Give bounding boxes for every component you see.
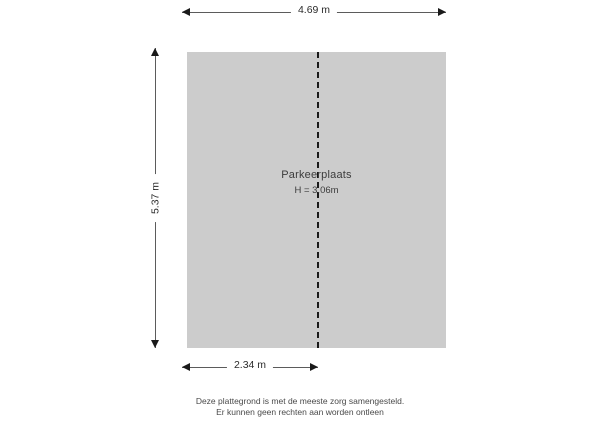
arrow-left-icon <box>182 363 190 371</box>
dimension-bottom-value: 2.34 m <box>226 359 274 372</box>
disclaimer-line-1: Deze plattegrond is met de meeste zorg s… <box>195 396 405 406</box>
arrow-right-icon <box>310 363 318 371</box>
arrow-up-icon <box>151 48 159 56</box>
arrow-left-icon <box>182 8 190 16</box>
dimension-left: 5.37 m <box>149 48 163 348</box>
dimension-top: 4.69 m <box>182 4 446 19</box>
dimension-bottom: 2.34 m <box>182 359 318 374</box>
room-divider-dashed-line <box>317 52 319 348</box>
dimension-top-value: 4.69 m <box>290 4 338 17</box>
dimension-left-value: 5.37 m <box>149 173 163 223</box>
room-parkeerplaats-shape <box>187 52 446 348</box>
arrow-down-icon <box>151 340 159 348</box>
disclaimer-note: Deze plattegrond is met de meeste zorg s… <box>0 396 600 418</box>
arrow-right-icon <box>438 8 446 16</box>
disclaimer-line-2: Er kunnen geen rechten aan worden ontlee… <box>216 407 384 417</box>
